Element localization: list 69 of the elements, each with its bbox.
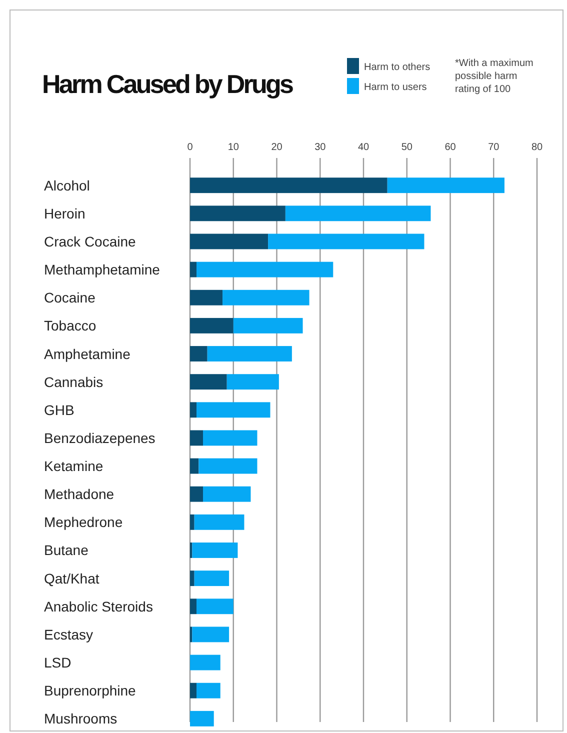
bar (194, 570, 230, 586)
y-tick-label: LSD (44, 654, 72, 671)
bar (190, 514, 194, 530)
x-tick-label: 20 (271, 142, 283, 153)
bar (190, 486, 204, 502)
x-tick-label: 80 (531, 142, 543, 153)
chart-title: Harm Caused by Drugs (42, 69, 294, 99)
bar (198, 458, 258, 474)
bar (190, 346, 208, 362)
bar (233, 318, 303, 334)
y-tick-label: Alcohol (44, 177, 90, 194)
bar (190, 570, 194, 586)
x-tick-label: 50 (401, 142, 413, 153)
bar (190, 402, 197, 418)
y-tick-label: Qat/Khat (44, 570, 100, 586)
x-tick-label: 70 (488, 142, 500, 153)
bar (196, 402, 270, 418)
bar (194, 514, 244, 530)
y-tick-label: Mushrooms (44, 710, 118, 727)
bar (190, 374, 227, 390)
bar (207, 346, 292, 362)
y-tick-label: Cocaine (44, 290, 96, 306)
bar (190, 262, 197, 278)
bar (190, 710, 214, 726)
y-tick-label: Amphetamine (44, 346, 131, 362)
text: *With a maximum possible harm rating of 100 (455, 58, 534, 95)
legend-label: Harm to users (364, 82, 427, 93)
y-tick-label: Benzodiazepenes (44, 430, 156, 446)
bar (196, 598, 234, 614)
bar (190, 290, 223, 306)
x-tick-label: 40 (358, 142, 370, 153)
bar (203, 430, 258, 446)
legend-label: Harm to others (364, 62, 430, 73)
bar (190, 598, 197, 614)
bar (196, 262, 334, 278)
bar (192, 626, 230, 642)
y-tick-label: Cannabis (44, 374, 104, 390)
bar (190, 206, 286, 222)
x-tick-label: 30 (314, 142, 326, 153)
bar (222, 290, 310, 306)
bar (203, 486, 251, 502)
y-tick-label: Buprenorphine (44, 682, 136, 699)
bar (190, 178, 388, 194)
bar (285, 206, 431, 222)
y-tick-label: Ecstasy (44, 626, 94, 642)
bar (190, 654, 220, 670)
bar (268, 234, 424, 250)
y-tick-label: Crack Cocaine (44, 233, 136, 250)
bar (190, 430, 204, 446)
y-tick-label: Mephedrone (44, 514, 123, 530)
bar (192, 542, 238, 558)
bar (226, 374, 279, 390)
y-tick-label: Heroin (44, 205, 86, 222)
x-tick-label: 60 (444, 142, 456, 153)
bar (190, 318, 234, 334)
bar (387, 178, 504, 194)
y-tick-label: Methadone (44, 486, 114, 502)
bar (190, 682, 197, 698)
y-tick-label: Methamphetamine (44, 262, 160, 278)
y-tick-label: Anabolic Steroids (44, 598, 153, 614)
y-tick-label: Butane (44, 542, 89, 558)
x-tick-label: 10 (228, 142, 240, 153)
bar (190, 458, 199, 474)
bar (196, 682, 220, 698)
y-tick-label: GHB (44, 402, 74, 418)
bar (190, 234, 268, 250)
x-tick-label: 0 (187, 142, 194, 153)
y-tick-label: Tobacco (44, 318, 96, 334)
y-tick-label: Ketamine (44, 458, 104, 474)
